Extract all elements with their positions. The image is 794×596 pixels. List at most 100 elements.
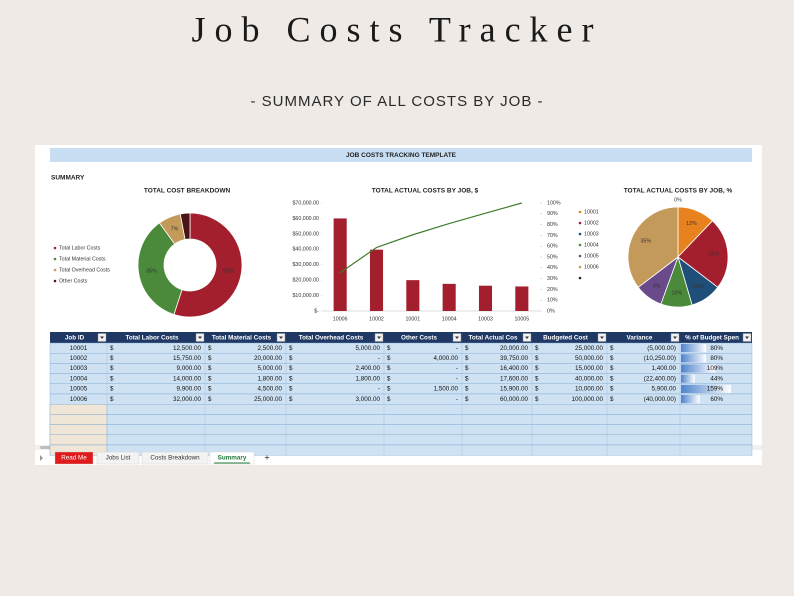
- legend-label: 10001: [584, 209, 599, 215]
- sheet-tab[interactable]: [209, 451, 255, 465]
- legend-marker: [578, 221, 582, 225]
- x-tick-label: 10005: [514, 316, 529, 322]
- slice: [173, 212, 243, 318]
- legend-label: Total Material Costs: [59, 256, 106, 262]
- y2-tick-label: 0%: [547, 308, 555, 314]
- cell: 20,000.00: [500, 345, 529, 352]
- cell: 9,900.00: [176, 386, 201, 393]
- table-row: [49, 404, 753, 415]
- sheet-title-bar: [50, 148, 752, 162]
- y2-tick-label: 20%: [547, 287, 558, 293]
- legend-marker: [53, 268, 57, 272]
- legend-marker: [53, 279, 57, 283]
- cell: 25,000.00: [254, 396, 283, 403]
- y2-tick-label: 80%: [547, 222, 558, 228]
- x-tick-label: 10003: [478, 316, 493, 322]
- legend-marker: [578, 276, 582, 280]
- sheet-title: JOB COSTS TRACKING TEMPLATE: [346, 152, 457, 159]
- cell: -: [456, 396, 458, 403]
- column-header: % of Budget Spen: [685, 334, 739, 341]
- currency: $: [535, 355, 539, 362]
- data-label: 10%: [693, 284, 704, 290]
- bar: [369, 249, 384, 311]
- cell: 15,900.00: [500, 386, 529, 393]
- y-tick-label: $30,000.00: [292, 262, 319, 268]
- y2-tick-label: 60%: [547, 244, 558, 250]
- cell: 2,500.00: [257, 345, 282, 352]
- y-tick-label: $60,000.00: [292, 216, 319, 222]
- cell: 60,000.00: [500, 396, 529, 403]
- currency: $: [208, 375, 212, 382]
- page-title: Job Costs Tracker: [191, 9, 602, 49]
- legend-marker: [578, 232, 582, 236]
- column-header: Variance: [627, 334, 653, 341]
- currency: $: [208, 345, 212, 352]
- data-label: 35%: [640, 238, 651, 244]
- page-subtitle: - SUMMARY OF ALL COSTS BY JOB -: [250, 93, 543, 110]
- currency: $: [110, 355, 114, 362]
- blank-id-cell: [49, 434, 108, 446]
- percent-spent: 159%: [707, 386, 724, 393]
- tab-scroll[interactable]: [40, 455, 43, 461]
- percent-spent: 80%: [710, 355, 723, 362]
- cell: (5,000.00): [647, 345, 676, 352]
- bar: [515, 286, 529, 311]
- filter-arrow: [198, 336, 202, 339]
- legend-label: 10004: [584, 242, 599, 248]
- data-bar: [681, 344, 707, 353]
- y2-tick-label: 90%: [547, 211, 558, 217]
- cell: 5,000.00: [257, 365, 282, 372]
- cell: 39,750.00: [500, 355, 529, 362]
- cell: 1,500.00: [433, 386, 458, 393]
- data-bar: [681, 384, 731, 393]
- x-tick-label: 10004: [442, 316, 457, 322]
- currency: $: [465, 375, 469, 382]
- slice: [179, 212, 191, 240]
- add-sheet[interactable]: +: [264, 452, 269, 462]
- cell: 1,800.00: [355, 375, 380, 382]
- column-header: Total Material Costs: [212, 334, 272, 341]
- cell: -: [378, 355, 380, 362]
- data-bar: [681, 374, 695, 383]
- sheet-tab[interactable]: [141, 451, 209, 465]
- currency: $: [465, 396, 469, 403]
- table-row: [49, 363, 753, 374]
- job-id: 10003: [70, 365, 88, 372]
- percent-spent: 44%: [710, 375, 723, 382]
- y2-tick-label: 10%: [547, 298, 558, 304]
- sheet-tab[interactable]: [96, 451, 140, 465]
- bar: [478, 285, 493, 311]
- cell: 15,000.00: [575, 365, 604, 372]
- sheet-tab-label[interactable]: Jobs List: [106, 455, 131, 462]
- job-id: 10004: [70, 375, 88, 382]
- currency: $: [610, 396, 614, 403]
- job-id: 10001: [70, 345, 88, 352]
- x-tick-label: 10002: [369, 316, 384, 322]
- sheet-tab-label[interactable]: Costs Breakdown: [150, 455, 200, 462]
- sheet-tab-label[interactable]: Read Me: [61, 455, 87, 462]
- cell: 5,000.00: [355, 345, 380, 352]
- currency: $: [535, 396, 539, 403]
- currency: $: [289, 345, 293, 352]
- legend-marker: [578, 254, 582, 258]
- currency: $: [289, 355, 293, 362]
- percent-spent: 60%: [710, 396, 723, 403]
- currency: $: [610, 355, 614, 362]
- currency: $: [610, 386, 614, 393]
- y2-tick-label: 50%: [547, 254, 558, 260]
- sheet-tab-label[interactable]: Summary: [218, 455, 247, 462]
- currency: $: [289, 386, 293, 393]
- content: TOTAL COST BREAKDOWN 55% Total Labor Costs…: [49, 188, 753, 465]
- sheet-tab[interactable]: [54, 451, 94, 465]
- currency: $: [535, 365, 539, 372]
- cell: (10,250.00): [644, 355, 676, 362]
- cell: 50,000.00: [575, 355, 604, 362]
- currency: $: [387, 396, 391, 403]
- data-label: 9%: [653, 283, 661, 289]
- data-label: 10%: [672, 290, 683, 296]
- legend-label: 10005: [584, 253, 599, 259]
- y2-tick-label: 30%: [547, 276, 558, 282]
- currency: $: [208, 365, 212, 372]
